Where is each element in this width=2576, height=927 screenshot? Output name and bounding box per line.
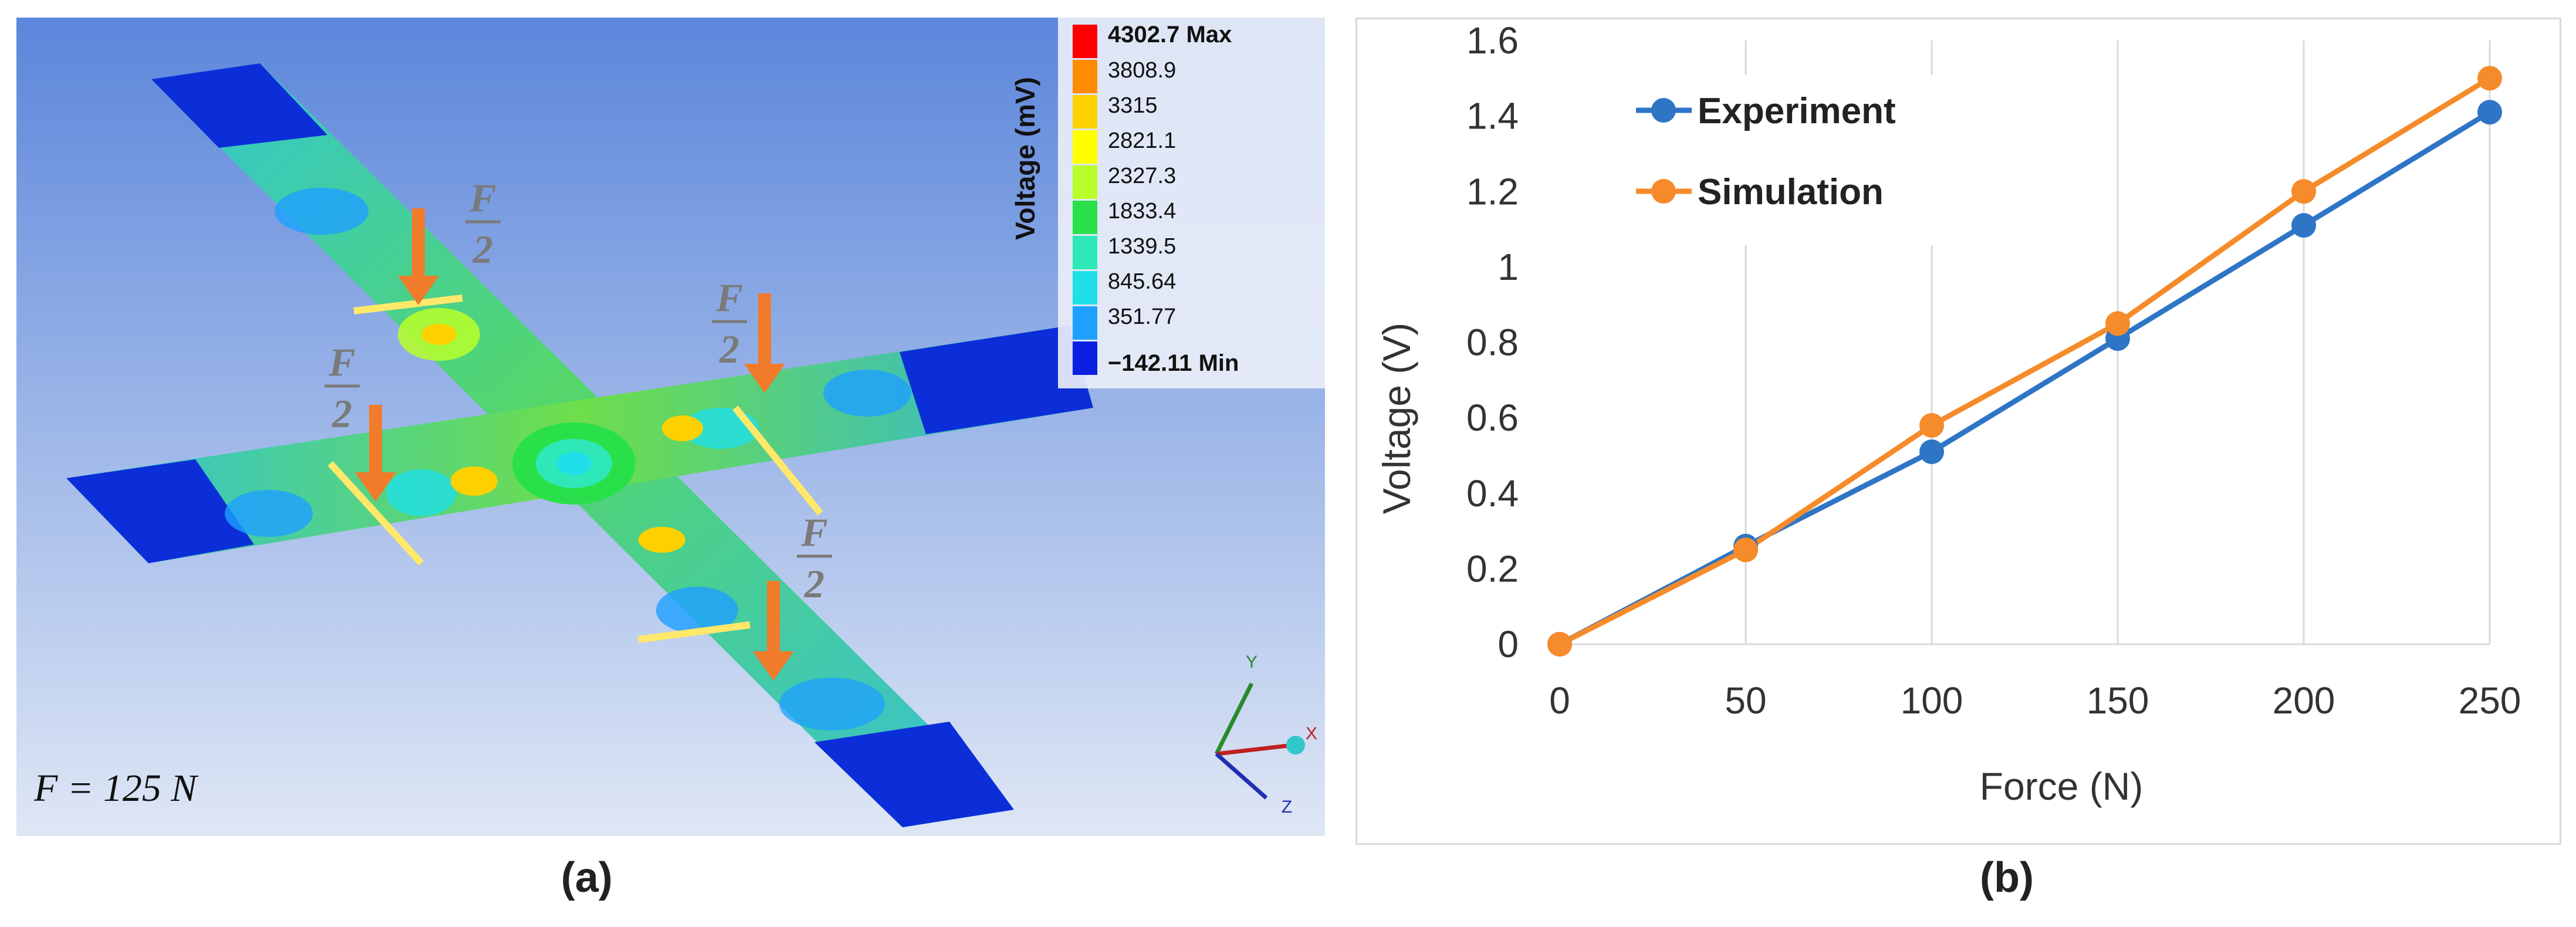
- force-label: F = 125 N: [33, 767, 199, 810]
- data-point-simulation: [1919, 412, 1944, 438]
- legend-label: Experiment: [1698, 91, 1896, 131]
- line-chart-panel: 0 50 100 150 200 250 0 0.2 0.4 0.6 0.8 1 1.2 1.4 1.6 E…: [1355, 18, 2561, 845]
- axis-x-label: X: [1306, 724, 1317, 743]
- legend-entry: 4302.7 Max: [1108, 22, 1232, 48]
- clamp-top-left: [151, 63, 327, 148]
- load-label-bottom: F 2: [797, 510, 832, 606]
- svg-text:2: 2: [332, 391, 352, 436]
- arrow-top-icon: [398, 208, 439, 305]
- svg-text:2: 2: [719, 327, 739, 371]
- y-tick-label: 0.8: [1466, 322, 1519, 364]
- x-tick-label: 100: [1901, 679, 1963, 722]
- fea-render: F 2 F 2 F 2 F 2 F = 125 N Y X: [16, 18, 1325, 836]
- axis-z-label: Z: [1282, 797, 1292, 817]
- y-tick-label: 1.6: [1466, 19, 1519, 62]
- legend-swatch: [1073, 306, 1097, 340]
- line-chart: 0 50 100 150 200 250 0 0.2 0.4 0.6 0.8 1 1.2 1.4 1.6 E…: [1375, 19, 2521, 808]
- legend-entry: 2821.1: [1108, 128, 1176, 153]
- series-line-simulation: [1558, 76, 2492, 647]
- legend-swatch: [1073, 201, 1097, 234]
- data-point-simulation: [1733, 537, 1758, 563]
- arrow-left-icon: [355, 405, 396, 502]
- clamp-left: [66, 459, 254, 563]
- data-point-simulation: [2291, 179, 2316, 204]
- svg-text:2: 2: [472, 227, 493, 272]
- x-axis-label: Force (N): [1980, 764, 2144, 808]
- y-tick-label: 1.4: [1466, 95, 1519, 137]
- load-label-top: F 2: [465, 175, 501, 272]
- x-tick-label: 0: [1549, 679, 1570, 722]
- svg-text:F: F: [469, 175, 496, 220]
- series-line-experiment: [1558, 110, 2492, 647]
- y-axis-label: Voltage (V): [1375, 323, 1418, 515]
- arrow-bottom-icon: [753, 581, 794, 681]
- y-tick-label: 0.2: [1466, 547, 1519, 590]
- contour-spots: [225, 188, 911, 730]
- data-point-simulation: [2105, 311, 2130, 336]
- data-point-simulation: [1547, 632, 1572, 657]
- y-tick-label: 0.4: [1466, 472, 1519, 515]
- clamp-right: [900, 326, 1093, 434]
- fea-panel: F 2 F 2 F 2 F 2 F = 125 N Y X: [16, 18, 1325, 836]
- voltage-legend: Voltage (mV) 4302.7 Max 3808.9 3315 2821.1 2…: [1010, 18, 1325, 388]
- legend-entry: 845.64: [1108, 269, 1176, 294]
- legend-entry: 2327.3: [1108, 164, 1176, 188]
- arrow-right-icon: [744, 293, 785, 393]
- load-label-right: F 2: [712, 275, 747, 371]
- load-lines: [327, 295, 823, 643]
- data-point-experiment: [2291, 213, 2316, 238]
- legend-swatch: [1073, 25, 1097, 58]
- svg-text:F: F: [800, 510, 827, 554]
- legend-entry: 351.77: [1108, 305, 1176, 329]
- y-tick-label: 1.2: [1466, 170, 1519, 212]
- y-tick-label: 0: [1497, 623, 1519, 665]
- legend-swatch: [1073, 341, 1097, 375]
- x-tick-label: 50: [1725, 679, 1766, 722]
- clamp-bottom-right: [814, 722, 1014, 827]
- caption-b: (b): [1980, 854, 2034, 901]
- svg-text:F: F: [715, 275, 742, 320]
- legend-marker: [1651, 179, 1676, 204]
- legend-swatch: [1073, 130, 1097, 164]
- legend-swatch: [1073, 271, 1097, 305]
- x-tick-label: 250: [2459, 679, 2521, 722]
- axis-y-label: Y: [1246, 652, 1257, 672]
- legend-entry: −142.11 Min: [1108, 350, 1239, 376]
- data-point-experiment: [2477, 100, 2502, 125]
- series: [1547, 66, 2502, 657]
- y-tick-label: 1: [1497, 246, 1519, 288]
- svg-text:2: 2: [804, 561, 824, 606]
- legend-entry: 1833.4: [1108, 199, 1176, 224]
- x-tick-label: 200: [2273, 679, 2335, 722]
- legend-entry: 3315: [1108, 93, 1158, 118]
- legend-swatch: [1073, 236, 1097, 269]
- legend-marker: [1651, 98, 1676, 123]
- legend-entry: 1339.5: [1108, 234, 1176, 259]
- data-point-simulation: [2477, 66, 2502, 91]
- caption-a: (a): [561, 854, 613, 901]
- legend-entry: 3808.9: [1108, 58, 1176, 83]
- data-point-experiment: [1919, 439, 1944, 465]
- legend-label: Simulation: [1698, 172, 1884, 212]
- axis-triad-icon: Y X Z: [1214, 652, 1317, 817]
- x-tick-label: 150: [2087, 679, 2149, 722]
- svg-text:F: F: [328, 340, 355, 384]
- axes: 0 50 100 150 200 250 0 0.2 0.4 0.6 0.8 1 1.2 1.4 1.6: [1466, 19, 2521, 722]
- load-label-left: F 2: [324, 340, 360, 436]
- load-arrows: [355, 208, 794, 681]
- legend-swatch: [1073, 165, 1097, 199]
- legend-swatch: [1073, 60, 1097, 93]
- legend-swatch: [1073, 95, 1097, 128]
- y-tick-label: 0.6: [1466, 397, 1519, 439]
- chart-legend: Experiment Simulation: [1610, 75, 1956, 245]
- legend-title: Voltage (mV): [1010, 77, 1040, 240]
